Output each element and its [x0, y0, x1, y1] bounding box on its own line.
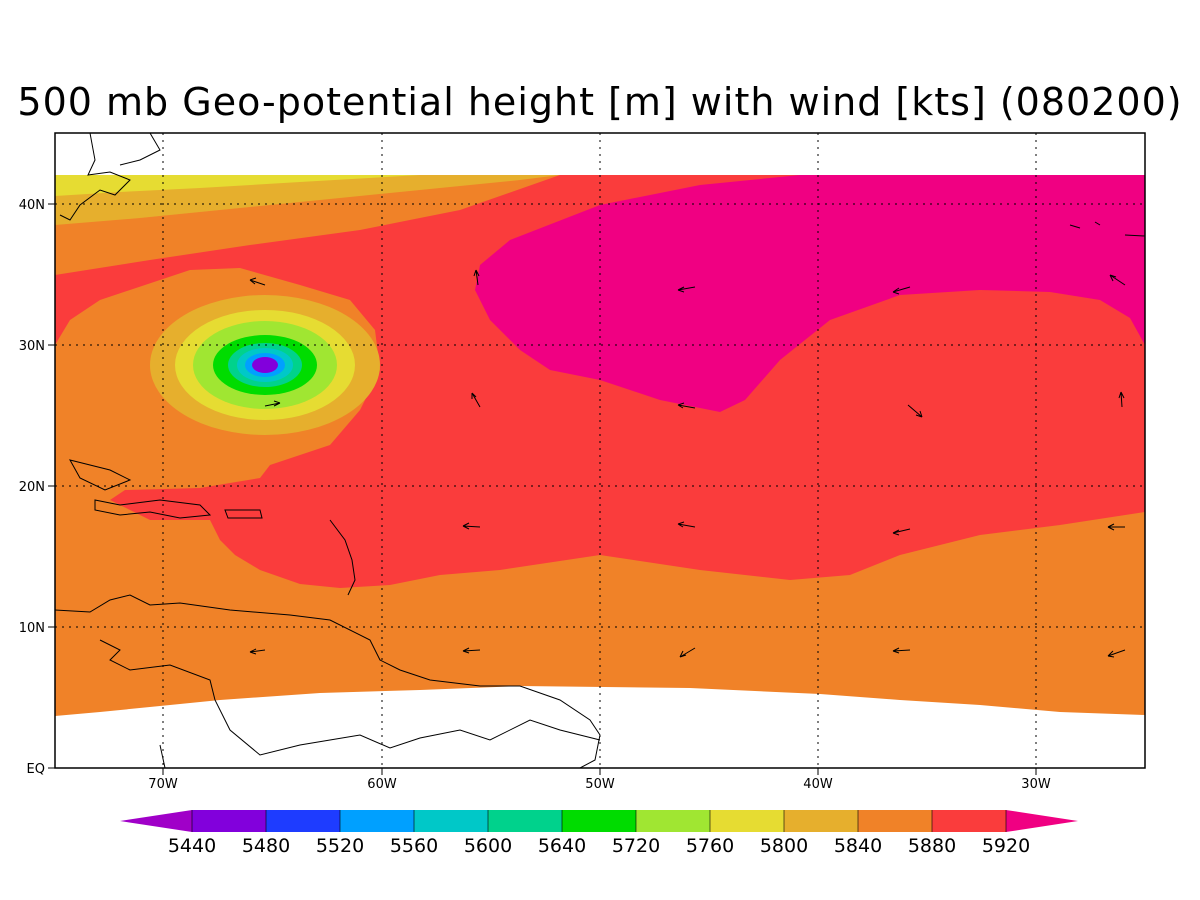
colorbar-swatch: [710, 810, 784, 832]
colorbar-label: 5800: [760, 835, 808, 857]
colorbar-swatch: [488, 810, 562, 832]
colorbar-label: 5840: [834, 835, 882, 857]
lat-tick-30n: 30N: [19, 339, 45, 354]
colorbar-label: 5920: [982, 835, 1030, 857]
colorbar-swatch: [858, 810, 932, 832]
lon-tick-50w: 50W: [585, 777, 615, 792]
lat-tick-10n: 10N: [19, 621, 45, 636]
lon-tick-60w: 60W: [367, 777, 397, 792]
colorbar-label: 5440: [168, 835, 216, 857]
lon-tick-40w: 40W: [803, 777, 833, 792]
colorbar-label: 5720: [612, 835, 660, 857]
colorbar-arrow-min: [120, 810, 192, 832]
contour-5800-north: [55, 175, 420, 196]
colorbar-label: 5760: [686, 835, 734, 857]
lon-tick-30w: 30W: [1021, 777, 1051, 792]
colorbar-label: 5480: [242, 835, 290, 857]
colorbar-arrow-max: [1006, 810, 1078, 832]
colorbar-swatch: [192, 810, 266, 832]
colorbar-swatch: [636, 810, 710, 832]
colorbar-swatch: [414, 810, 488, 832]
lon-tick-70w: 70W: [148, 777, 178, 792]
colorbar-label: 5880: [908, 835, 956, 857]
lat-tick-eq: EQ: [27, 762, 45, 777]
colorbar-label: 5560: [390, 835, 438, 857]
lon-tick-labels: 70W 60W 50W 40W 30W: [148, 777, 1051, 792]
gridlines: [55, 133, 1145, 768]
colorbar-label: 5600: [464, 835, 512, 857]
wind-vectors: [249, 269, 1126, 658]
lat-tick-40n: 40N: [19, 198, 45, 213]
colorbar: 5440 5480 5520 5560 5600 5640 5720 5760 5800 5840…: [120, 810, 1078, 857]
colorbar-swatch: [784, 810, 858, 832]
colorbar-label: 5520: [316, 835, 364, 857]
lat-tick-20n: 20N: [19, 480, 45, 495]
low-pressure-center: [150, 295, 380, 435]
coastlines: [55, 133, 1145, 768]
map-title: 500 mb Geo-potential height [m] with win…: [17, 80, 1183, 124]
colorbar-swatch: [340, 810, 414, 832]
colorbar-swatch: [266, 810, 340, 832]
axis-ticks: [48, 203, 1037, 775]
contour-5960: [475, 175, 1145, 412]
colorbar-label: 5640: [538, 835, 586, 857]
lat-tick-labels: EQ 10N 20N 30N 40N: [19, 198, 45, 777]
colorbar-swatch: [562, 810, 636, 832]
colorbar-swatch: [932, 810, 1006, 832]
height-field: [55, 133, 1145, 768]
